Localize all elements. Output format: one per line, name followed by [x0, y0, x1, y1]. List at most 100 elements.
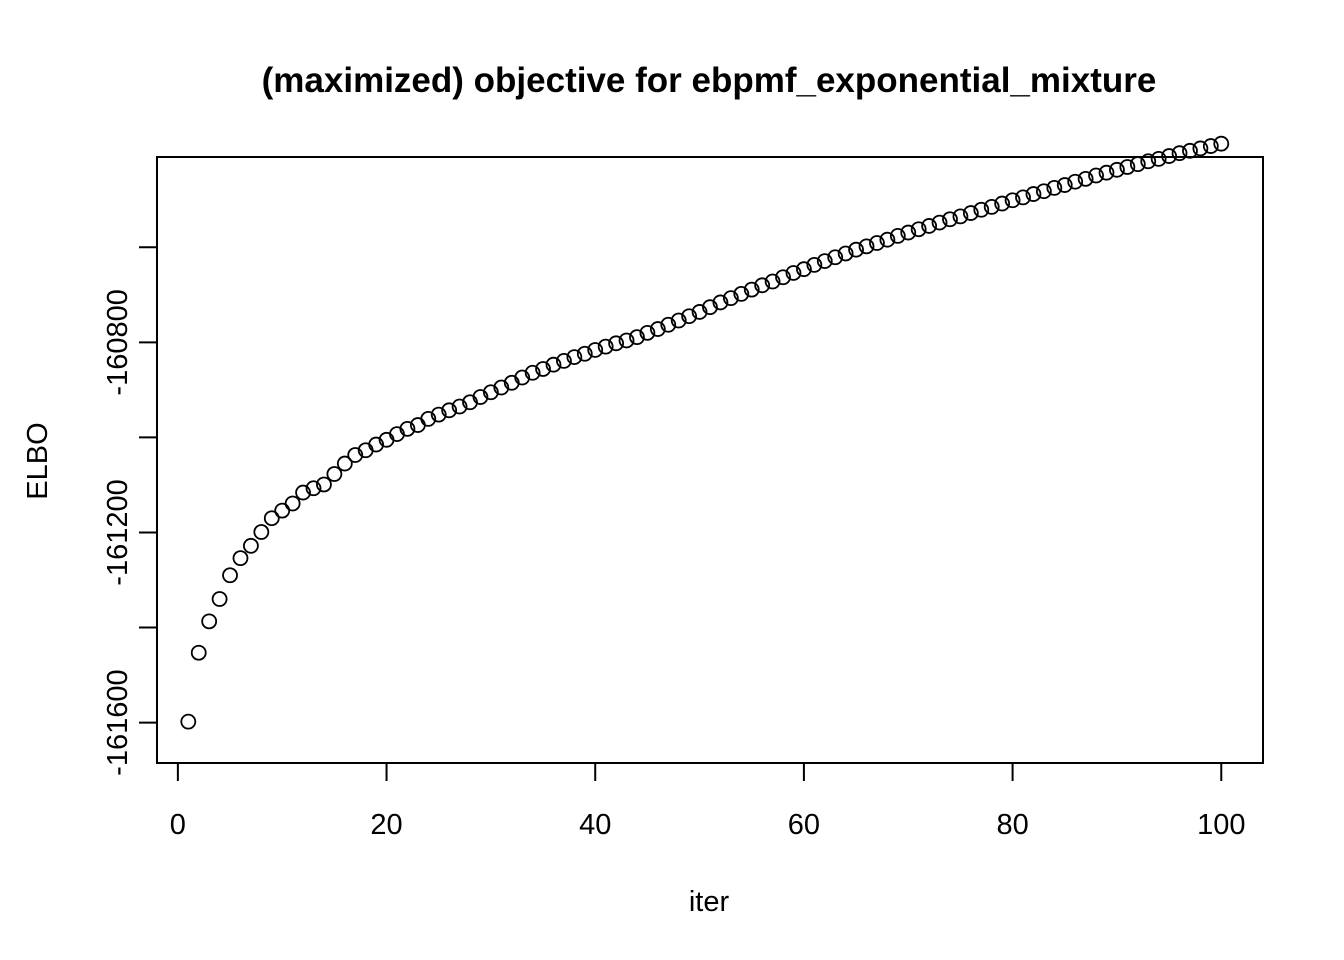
data-point — [1015, 189, 1031, 206]
data-point — [368, 436, 385, 453]
data-point — [962, 205, 979, 221]
data-point — [921, 218, 938, 234]
data-point — [243, 537, 259, 554]
data-point — [545, 356, 562, 373]
data-point — [639, 324, 656, 341]
data-point — [837, 245, 854, 262]
data-point — [1088, 167, 1104, 184]
data-point — [1077, 170, 1094, 187]
data-point — [1004, 192, 1021, 209]
data-point — [316, 476, 332, 493]
data-point — [493, 379, 510, 396]
data-point — [754, 277, 771, 294]
data-point — [931, 214, 948, 231]
data-point — [994, 195, 1011, 212]
data-point — [775, 269, 791, 286]
data-point — [222, 567, 238, 584]
data-points — [180, 135, 1230, 730]
data-point — [942, 211, 958, 228]
data-point — [430, 406, 447, 423]
data-point — [1119, 159, 1136, 175]
data-point — [952, 208, 969, 225]
x-tick-label: 80 — [996, 809, 1028, 841]
x-axis: 0 20 40 60 80 100 — [170, 762, 1245, 841]
data-point — [670, 312, 687, 329]
data-point — [305, 480, 322, 497]
data-point — [326, 466, 343, 482]
data-point — [796, 261, 812, 278]
chart-title: (maximized) objective for ebpmf_exponent… — [262, 61, 1157, 100]
data-point — [618, 332, 635, 349]
data-point — [1067, 173, 1084, 190]
data-point — [608, 335, 624, 352]
data-point — [660, 316, 677, 333]
x-tick-label: 0 — [170, 809, 186, 841]
data-point — [1202, 138, 1219, 154]
data-point — [566, 349, 583, 365]
data-point — [1140, 153, 1157, 170]
data-point — [482, 384, 499, 401]
data-point — [869, 235, 885, 251]
y-axis: -161600 -161200 -160800 — [102, 246, 158, 776]
data-point — [232, 550, 249, 567]
data-point — [702, 299, 718, 316]
y-tick-label: -161600 — [102, 669, 134, 775]
data-point — [514, 369, 531, 386]
y-tick-label: -160800 — [102, 289, 134, 395]
x-tick-label: 60 — [788, 809, 820, 841]
y-tick-label: -161200 — [102, 479, 134, 585]
data-point — [629, 329, 645, 346]
data-point — [649, 321, 666, 337]
data-point — [1171, 145, 1188, 162]
data-point — [347, 447, 364, 463]
data-point — [1129, 156, 1146, 173]
data-point — [253, 524, 270, 540]
data-point — [524, 364, 541, 381]
data-point — [1150, 151, 1167, 167]
data-point — [879, 231, 896, 248]
data-point — [451, 398, 468, 415]
data-point — [691, 304, 708, 320]
data-point — [556, 353, 572, 369]
data-point — [535, 361, 551, 377]
data-point — [743, 281, 760, 298]
data-point — [1056, 177, 1073, 193]
data-point — [858, 238, 875, 255]
data-point — [211, 591, 228, 607]
data-point — [848, 241, 864, 258]
data-point — [420, 410, 437, 427]
y-axis-label: ELBO — [22, 422, 54, 499]
data-point — [190, 644, 207, 661]
data-point — [597, 338, 614, 355]
data-point — [1109, 161, 1125, 178]
data-point — [1035, 183, 1052, 200]
data-point — [274, 502, 291, 519]
data-point — [733, 285, 750, 302]
data-point — [973, 201, 990, 218]
x-tick-label: 40 — [579, 809, 611, 841]
data-point — [576, 345, 593, 362]
data-point — [1161, 148, 1177, 164]
data-point — [785, 265, 802, 281]
data-point — [1213, 135, 1230, 152]
data-point — [983, 199, 1000, 215]
data-point — [764, 273, 781, 290]
data-point — [472, 389, 489, 405]
data-point — [180, 713, 197, 730]
data-point — [1025, 186, 1042, 202]
data-point — [336, 455, 353, 472]
data-point — [806, 256, 823, 273]
plot-frame — [156, 156, 1264, 764]
data-point — [399, 420, 416, 437]
data-point — [900, 224, 917, 241]
data-point — [816, 253, 833, 269]
x-tick-label: 20 — [370, 809, 402, 841]
data-point — [201, 613, 218, 630]
data-point — [587, 342, 604, 358]
data-point — [1098, 164, 1115, 181]
data-point — [1192, 140, 1209, 157]
data-point — [681, 308, 698, 325]
data-point — [284, 495, 301, 512]
data-point — [722, 290, 739, 307]
